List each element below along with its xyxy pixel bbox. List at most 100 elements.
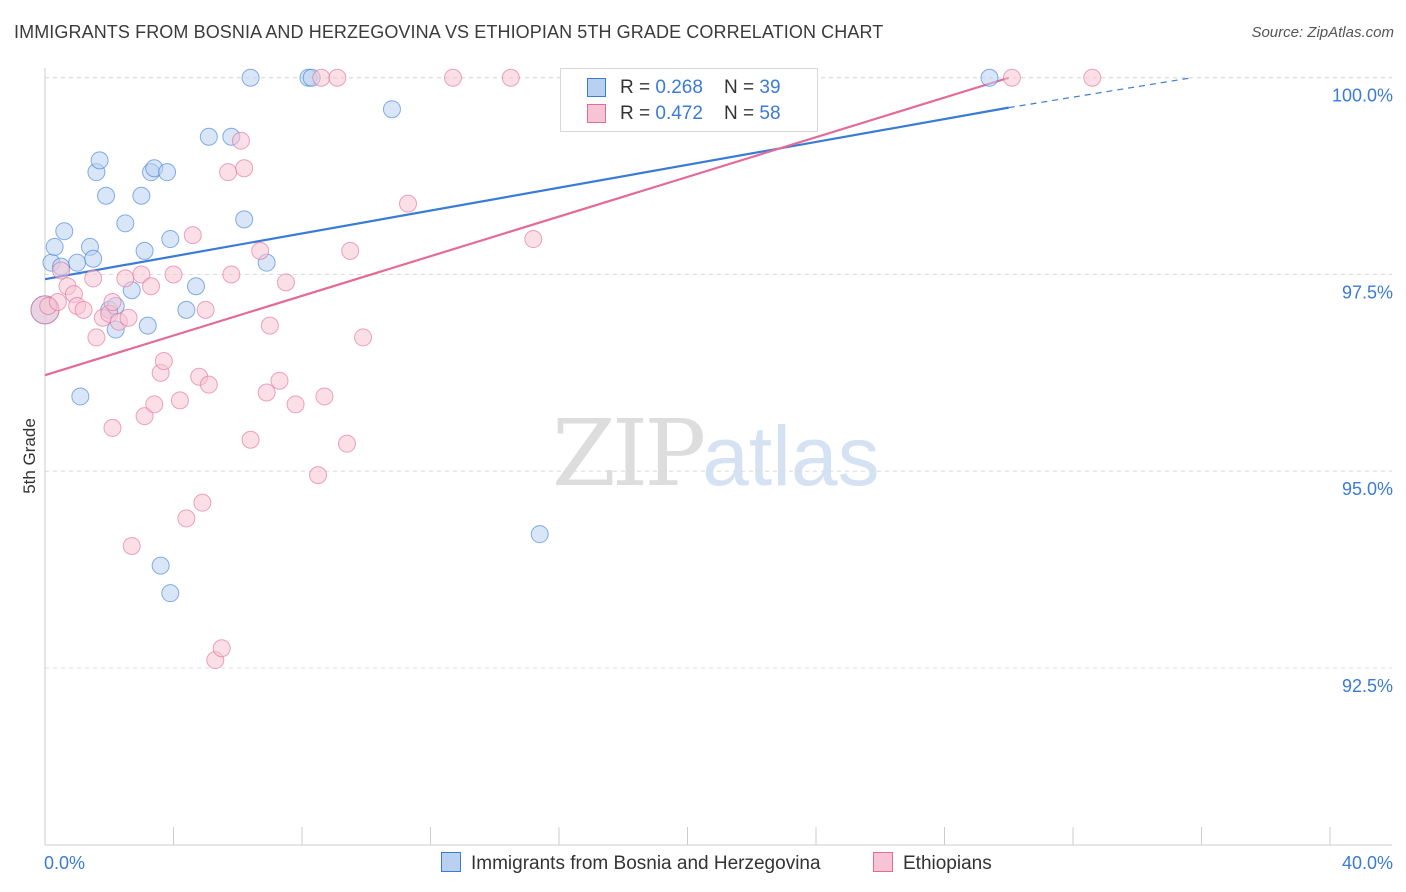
source-credit: Source: ZipAtlas.com bbox=[1251, 24, 1394, 41]
point-ethiopians bbox=[183, 226, 202, 245]
point-bosnia bbox=[235, 210, 254, 229]
point-ethiopians bbox=[87, 328, 106, 347]
point-bosnia bbox=[382, 100, 401, 119]
point-ethiopians bbox=[116, 269, 135, 288]
x-tick-label-left: 0.0% bbox=[44, 853, 85, 873]
point-ethiopians bbox=[196, 300, 215, 319]
point-ethiopians bbox=[501, 68, 520, 87]
point-ethiopians bbox=[177, 509, 196, 528]
y-tick-label: 95.0% bbox=[1342, 479, 1393, 499]
point-ethiopians bbox=[170, 391, 189, 410]
point-ethiopians bbox=[399, 194, 418, 213]
legend: R = 0.268 N = 39 R = 0.472 N = 58 bbox=[560, 68, 818, 132]
watermark-atlas: atlas bbox=[702, 409, 880, 503]
tick-labels: 100.0% 97.5% 95.0% 92.5% 0.0% 40.0% bbox=[44, 86, 1393, 873]
point-ethiopians bbox=[142, 277, 161, 296]
point-bosnia bbox=[68, 253, 87, 272]
data-points bbox=[30, 68, 1102, 670]
legend-text-bosnia: R = 0.268 N = 39 bbox=[620, 77, 781, 98]
point-ethiopians bbox=[193, 493, 212, 512]
point-ethiopians bbox=[235, 159, 254, 178]
point-bosnia bbox=[161, 584, 180, 603]
point-bosnia bbox=[177, 300, 196, 319]
point-ethiopians bbox=[524, 230, 543, 249]
point-ethiopians bbox=[231, 131, 250, 150]
point-bosnia bbox=[45, 237, 64, 256]
point-ethiopians bbox=[132, 265, 151, 284]
trend-lines bbox=[44, 76, 1192, 377]
point-bosnia bbox=[161, 230, 180, 249]
point-ethiopians bbox=[212, 639, 231, 658]
legend-text-ethiopians: R = 0.472 N = 58 bbox=[620, 103, 781, 124]
bottom-legend-label-ethiopians: Ethiopians bbox=[903, 853, 992, 874]
point-ethiopians bbox=[222, 265, 241, 284]
point-ethiopians bbox=[312, 68, 331, 87]
point-ethiopians bbox=[48, 293, 67, 312]
point-ethiopians bbox=[309, 466, 328, 485]
point-bosnia bbox=[116, 214, 135, 233]
point-ethiopians bbox=[199, 375, 218, 394]
trend-line-bosnia-extension bbox=[1008, 77, 1192, 109]
point-ethiopians bbox=[251, 241, 270, 260]
chart-title: IMMIGRANTS FROM BOSNIA AND HERZEGOVINA V… bbox=[14, 22, 884, 42]
point-ethiopians bbox=[270, 371, 289, 390]
bottom-legend-ethiopians: Ethiopians bbox=[873, 852, 992, 875]
bottom-legend-bosnia: Immigrants from Bosnia and Herzegovina bbox=[441, 852, 821, 875]
point-ethiopians bbox=[341, 241, 360, 260]
point-bosnia bbox=[90, 151, 109, 170]
watermark: ZIPatlas bbox=[552, 400, 880, 507]
axes bbox=[44, 68, 1392, 846]
bottom-legend-label-bosnia: Immigrants from Bosnia and Herzegovina bbox=[471, 853, 821, 874]
point-ethiopians bbox=[286, 395, 305, 414]
point-bosnia bbox=[135, 241, 154, 260]
point-ethiopians bbox=[154, 352, 173, 371]
legend-swatch-pink bbox=[587, 104, 606, 123]
point-ethiopians bbox=[103, 293, 122, 312]
watermark-zip: ZIP bbox=[552, 400, 706, 507]
point-ethiopians bbox=[164, 265, 183, 284]
point-ethiopians bbox=[354, 328, 373, 347]
trend-line-ethiopians bbox=[44, 76, 1010, 377]
point-bosnia bbox=[980, 68, 999, 87]
point-bosnia bbox=[84, 249, 103, 268]
point-ethiopians bbox=[52, 261, 71, 280]
point-bosnia bbox=[138, 316, 157, 335]
point-ethiopians bbox=[315, 387, 334, 406]
bottom-swatch-pink bbox=[873, 852, 893, 872]
point-ethiopians bbox=[337, 434, 356, 453]
y-tick-label: 92.5% bbox=[1342, 676, 1393, 696]
point-bosnia bbox=[151, 556, 170, 575]
point-bosnia bbox=[132, 186, 151, 205]
bottom-swatch-blue bbox=[441, 852, 461, 872]
point-ethiopians bbox=[84, 269, 103, 288]
point-bosnia bbox=[186, 277, 205, 296]
x-tick-label-right: 40.0% bbox=[1342, 853, 1393, 873]
trend-line-bosnia bbox=[44, 106, 1009, 281]
point-ethiopians bbox=[145, 395, 164, 414]
point-ethiopians bbox=[74, 300, 93, 319]
point-bosnia bbox=[97, 186, 116, 205]
point-ethiopians bbox=[219, 163, 238, 182]
point-ethiopians bbox=[241, 430, 260, 449]
point-ethiopians bbox=[119, 308, 138, 327]
legend-swatch-blue bbox=[587, 78, 606, 97]
point-ethiopians bbox=[443, 68, 462, 87]
point-bosnia bbox=[71, 387, 90, 406]
point-bosnia bbox=[158, 163, 177, 182]
y-tick-label: 100.0% bbox=[1332, 86, 1393, 106]
point-ethiopians bbox=[135, 407, 154, 426]
y-axis-label: 5th Grade bbox=[20, 418, 39, 494]
point-ethiopians bbox=[276, 273, 295, 292]
point-bosnia bbox=[530, 525, 549, 544]
point-ethiopians bbox=[1083, 68, 1102, 87]
point-bosnia bbox=[241, 68, 260, 87]
point-bosnia bbox=[55, 222, 74, 241]
point-ethiopians bbox=[328, 68, 347, 87]
point-bosnia bbox=[199, 127, 218, 146]
point-ethiopians bbox=[1002, 68, 1021, 87]
point-ethiopians bbox=[257, 383, 276, 402]
point-ethiopians bbox=[260, 316, 279, 335]
point-ethiopians bbox=[103, 418, 122, 437]
y-tick-label: 97.5% bbox=[1342, 282, 1393, 302]
